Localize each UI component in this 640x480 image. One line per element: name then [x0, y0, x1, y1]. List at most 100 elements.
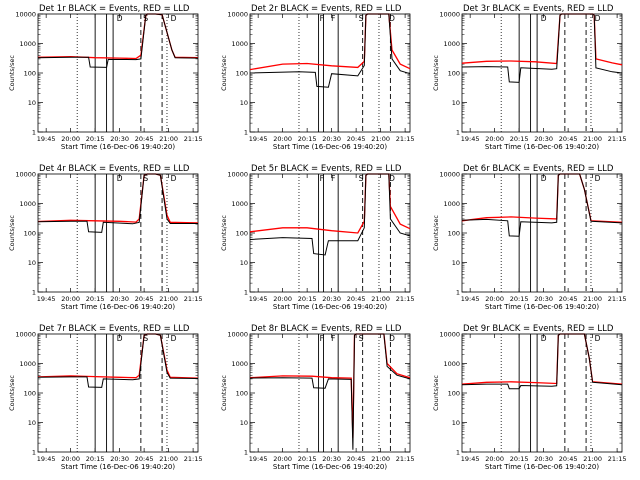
panel-title: Det 4r BLACK = Events, RED = LLD — [39, 164, 190, 174]
x-axis-label: Start Time (16-Dec-06 19:40:20) — [61, 303, 175, 311]
y-tick-label: 1000 — [19, 40, 36, 48]
events-series-line — [249, 13, 411, 88]
x-tick-label: 20:00 — [485, 295, 504, 303]
y-tick-label: 10000 — [15, 170, 36, 178]
x-tick-label: 20:15 — [510, 455, 529, 463]
y-axis-label: Counts/sec — [220, 215, 228, 251]
event-marker-label: S — [359, 334, 364, 343]
x-tick-label: 20:15 — [298, 455, 317, 463]
plot-frame — [461, 333, 623, 453]
event-marker-label: S — [359, 174, 364, 183]
y-tick-label: 100 — [24, 69, 36, 77]
event-marker-label: D — [117, 334, 123, 343]
y-tick-label: 10000 — [227, 10, 248, 18]
y-tick-label: 10 — [452, 419, 460, 427]
plot-frame — [37, 333, 199, 453]
y-tick-label: 100 — [236, 69, 248, 77]
y-tick-label: 10000 — [439, 170, 460, 178]
x-tick-label: 20:30 — [322, 455, 341, 463]
panel-8: Det 8r BLACK = Events, RED = LLD 1 10 100 10… — [220, 324, 414, 471]
panel-1: Det 1r BLACK = Events, RED = LLD 1 10 100 10… — [8, 4, 202, 151]
x-tick-label: 20:15 — [86, 295, 105, 303]
x-axis-label: Start Time (16-Dec-06 19:40:20) — [485, 303, 599, 311]
y-tick-label: 1 — [456, 128, 460, 136]
lld-series-line — [249, 173, 411, 234]
x-tick-label: 20:00 — [61, 135, 80, 143]
event-marker-label: F — [331, 334, 335, 343]
x-tick-label: 20:30 — [534, 455, 553, 463]
y-tick-label: 100 — [24, 229, 36, 237]
lld-series-line — [249, 13, 411, 71]
x-tick-label: 20:45 — [347, 455, 366, 463]
y-tick-label: 100 — [236, 389, 248, 397]
event-marker-label: D — [389, 14, 395, 23]
panel-title: Det 2r BLACK = Events, RED = LLD — [251, 4, 402, 14]
y-axis-label: Counts/sec — [432, 215, 440, 251]
panel-6: Det 6r BLACK = Events, RED = LLD 1 10 100 10… — [432, 164, 626, 311]
x-tick-label: 20:45 — [347, 295, 366, 303]
events-series-line — [249, 173, 411, 256]
x-tick-label: 20:30 — [110, 295, 129, 303]
panel-title: Det 6r BLACK = Events, RED = LLD — [463, 164, 614, 174]
event-marker-label: F — [320, 174, 324, 183]
events-series-line — [37, 13, 199, 68]
event-marker-label: D — [171, 334, 177, 343]
x-tick-label: 20:30 — [534, 135, 553, 143]
y-tick-label: 1000 — [19, 360, 36, 368]
event-marker-label: D — [541, 14, 547, 23]
event-marker-label: D — [595, 174, 601, 183]
events-series-line — [461, 333, 623, 390]
x-tick-label: 19:45 — [461, 135, 480, 143]
y-tick-label: 1 — [32, 288, 36, 296]
y-tick-label: 10000 — [15, 10, 36, 18]
x-axis-label: Start Time (16-Dec-06 19:40:20) — [273, 303, 387, 311]
y-tick-label: 1000 — [231, 40, 248, 48]
plot-frame — [461, 13, 623, 133]
event-marker-label: D — [595, 14, 601, 23]
panel-9: Det 9r BLACK = Events, RED = LLD 1 10 100 10… — [432, 324, 626, 471]
event-marker-label: F — [320, 334, 324, 343]
x-tick-label: 20:30 — [322, 135, 341, 143]
x-axis-label: Start Time (16-Dec-06 19:40:20) — [485, 463, 599, 471]
x-tick-label: 19:45 — [249, 295, 268, 303]
y-tick-label: 10 — [28, 419, 36, 427]
y-tick-label: 1 — [244, 128, 248, 136]
event-marker-label: S — [143, 174, 148, 183]
x-tick-label: 20:00 — [485, 455, 504, 463]
plot-frame — [37, 13, 199, 133]
y-tick-label: 1000 — [443, 40, 460, 48]
x-tick-label: 20:30 — [110, 135, 129, 143]
events-series-line — [461, 13, 623, 83]
x-tick-label: 21:15 — [608, 295, 627, 303]
event-marker-label: F — [320, 14, 324, 23]
x-tick-label: 21:15 — [608, 135, 627, 143]
event-marker-label: D — [541, 334, 547, 343]
x-tick-label: 21:15 — [184, 135, 203, 143]
event-marker-label: F — [331, 14, 335, 23]
panel-title: Det 5r BLACK = Events, RED = LLD — [251, 164, 402, 174]
x-tick-label: 21:00 — [159, 455, 178, 463]
x-tick-label: 21:00 — [159, 135, 178, 143]
panel-7: Det 7r BLACK = Events, RED = LLD 1 10 100 10… — [8, 324, 202, 471]
event-marker-label: S — [143, 334, 148, 343]
plot-frame — [249, 13, 411, 133]
y-tick-label: 100 — [448, 69, 460, 77]
x-tick-label: 20:00 — [61, 455, 80, 463]
x-tick-label: 20:45 — [135, 295, 154, 303]
x-tick-label: 20:45 — [347, 135, 366, 143]
panel-2: Det 2r BLACK = Events, RED = LLD 1 10 100 10… — [220, 4, 414, 151]
y-tick-label: 1 — [456, 288, 460, 296]
x-tick-label: 21:15 — [184, 295, 203, 303]
x-tick-label: 20:15 — [298, 295, 317, 303]
x-tick-label: 21:00 — [371, 295, 390, 303]
x-tick-label: 21:15 — [396, 135, 415, 143]
x-tick-label: 20:30 — [534, 295, 553, 303]
y-axis-label: Counts/sec — [432, 55, 440, 91]
x-tick-label: 20:30 — [322, 295, 341, 303]
x-tick-label: 21:15 — [184, 455, 203, 463]
panel-title: Det 7r BLACK = Events, RED = LLD — [39, 324, 190, 334]
y-tick-label: 10 — [28, 259, 36, 267]
x-tick-label: 20:15 — [298, 135, 317, 143]
event-marker-label: F — [331, 174, 335, 183]
x-tick-label: 20:00 — [61, 295, 80, 303]
